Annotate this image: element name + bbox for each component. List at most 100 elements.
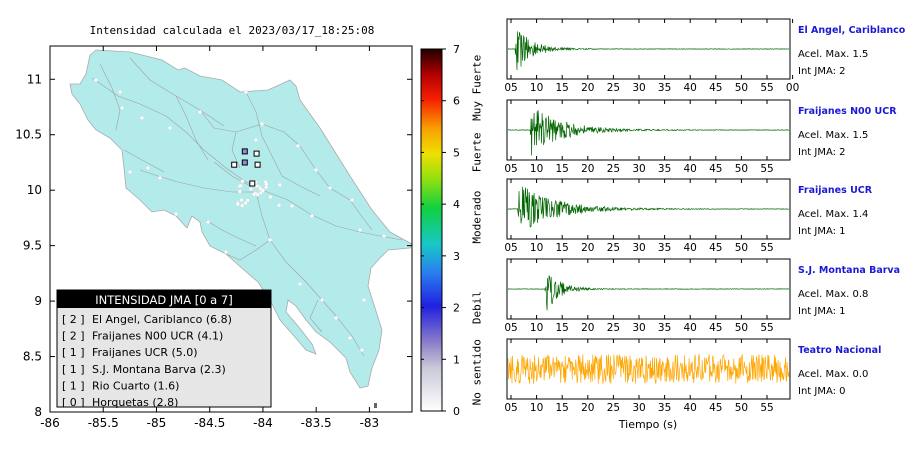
waveform-trace <box>507 274 790 311</box>
panel-x-tick-label: 20 <box>581 322 594 334</box>
town-dot <box>314 168 318 172</box>
panel-x-tick-label: 55 <box>760 82 773 94</box>
panel-x-tick-label: 45 <box>709 82 722 94</box>
colorbar-tick-label: 4 <box>453 198 460 211</box>
panel-x-tick-label: 40 <box>684 402 697 414</box>
max-acceleration: Acel. Max. 0.0 <box>798 369 868 380</box>
town-dot <box>245 198 250 203</box>
road <box>299 145 351 201</box>
jma-intensity: Int JMA: 2 <box>798 66 846 77</box>
panel-x-tick-label: 10 <box>530 322 543 334</box>
road <box>91 77 263 191</box>
legend-header <box>57 290 271 308</box>
legend-item-station: Fraijanes UCR (5.0) <box>92 346 198 359</box>
panel-x-tick-label: 45 <box>709 163 722 175</box>
seismogram-panel: 05 10 15 20 25 30 35 40 45 50 55 00 El Angel, Caribl… <box>504 18 906 94</box>
road <box>255 191 365 357</box>
map-x-tick-label: -83 <box>360 416 380 430</box>
panel-x-tick-label: 45 <box>709 402 722 414</box>
max-acceleration: Acel. Max. 1.5 <box>798 49 868 60</box>
legend-items: [ 2 ] El Angel, Cariblanco (6.8) [ 2 ] Frai… <box>62 313 232 409</box>
panel-x-tick-label: 30 <box>632 163 645 175</box>
colorbar-tick-label: 3 <box>453 250 460 263</box>
town-dot <box>350 198 354 202</box>
panel-x-tick-label: 05 <box>504 242 517 254</box>
town-dot <box>168 126 172 130</box>
town-dot <box>268 238 272 242</box>
colorbar-category-label: Muy Fuerte <box>470 55 483 121</box>
panel-x-tick-label: 30 <box>632 402 645 414</box>
panel-x-tick-label: 05 <box>504 402 517 414</box>
road <box>231 131 241 169</box>
road <box>349 199 373 231</box>
seismogram-panel: 05 10 15 20 25 30 35 40 45 50 55 Fraijanes UCR Acel.… <box>504 178 873 254</box>
panel-x-tick-label: 50 <box>735 322 748 334</box>
station-marker <box>254 161 261 168</box>
station-marker <box>249 180 256 187</box>
colorbar-tick-label: 5 <box>453 146 460 159</box>
station-marker <box>253 150 260 157</box>
road <box>225 239 271 261</box>
town-dot <box>120 106 124 110</box>
panel-x-tick-label: 15 <box>556 402 569 414</box>
town-dot <box>240 203 245 208</box>
map-x-tick-label: -83.5 <box>301 416 332 430</box>
waveform-trace <box>507 110 790 156</box>
panel-x-tick-label: 05 <box>504 82 517 94</box>
panel-x-tick-label: 05 <box>504 322 517 334</box>
town-dot <box>277 203 282 208</box>
legend-frame <box>56 289 272 408</box>
map-x-tick-label: -84 <box>253 416 273 430</box>
town-dot <box>240 179 245 184</box>
legend-item-intensity: [ 2 ] <box>62 313 85 326</box>
jma-intensity: Int JMA: 2 <box>798 147 846 158</box>
panel-x-tick-label: 05 <box>504 163 517 175</box>
town-dot <box>237 189 242 194</box>
panel-x-tick-label: 10 <box>530 242 543 254</box>
panel-x-tick-label: 15 <box>556 322 569 334</box>
map-title: Intensidad calculada el 2023/03/17_18:25… <box>90 24 375 37</box>
station-name: El Angel, Cariblanco <box>798 25 906 36</box>
town-dot <box>260 188 265 193</box>
town-dot <box>382 234 386 238</box>
map-y-tick-label: 8.5 <box>23 350 42 364</box>
road <box>213 161 251 187</box>
colorbar-category-label: Debil <box>470 291 483 324</box>
colorbar-category-label: Moderado <box>470 191 483 244</box>
town-dot <box>146 166 150 170</box>
town-dot <box>320 298 324 302</box>
jma-intensity: Int JMA: 1 <box>798 306 846 317</box>
panel-x-tick-label: 20 <box>581 402 594 414</box>
costa-rica-land <box>69 49 413 389</box>
town-dot <box>268 195 273 199</box>
legend-item-intensity: [ 2 ] <box>62 330 85 343</box>
panel-x-tick-label: 30 <box>632 82 645 94</box>
town-dot <box>235 202 240 207</box>
town-dot <box>118 90 122 94</box>
legend-item-intensity: [ 1 ] <box>62 346 85 359</box>
panel-x-tick-label: 55 <box>760 163 773 175</box>
town-dot <box>244 90 248 94</box>
legend-item-intensity: [ 0 ] <box>62 396 85 409</box>
town-dot <box>362 298 366 302</box>
max-acceleration: Acel. Max. 0.8 <box>798 289 868 300</box>
jma-intensity: Int JMA: 0 <box>798 386 846 397</box>
town-dot <box>243 201 248 205</box>
road <box>139 169 256 193</box>
panel-x-tick-label: 20 <box>581 242 594 254</box>
panel-x-tick-label: 30 <box>632 322 645 334</box>
town-dot <box>374 403 377 408</box>
panel-x-tick-label: 35 <box>658 402 671 414</box>
seismogram-panel: 05 10 15 20 25 30 35 40 45 50 55 Fraijanes N00 UCR A… <box>504 99 897 175</box>
town-dot <box>252 192 257 197</box>
panel-x-tick-label: 20 <box>581 82 594 94</box>
town-dot <box>206 220 210 224</box>
town-dot <box>298 282 302 286</box>
legend-item-intensity: [ 1 ] <box>62 363 85 376</box>
map-y-tick-label: 8 <box>34 405 42 419</box>
waveform-trace <box>507 186 790 228</box>
panel-x-tick-label: 15 <box>556 163 569 175</box>
jma-intensity: Int JMA: 1 <box>798 226 846 237</box>
seismogram-panel: 05 10 15 20 25 30 35 40 45 50 55 S.J. Montana Barva… <box>504 258 900 334</box>
